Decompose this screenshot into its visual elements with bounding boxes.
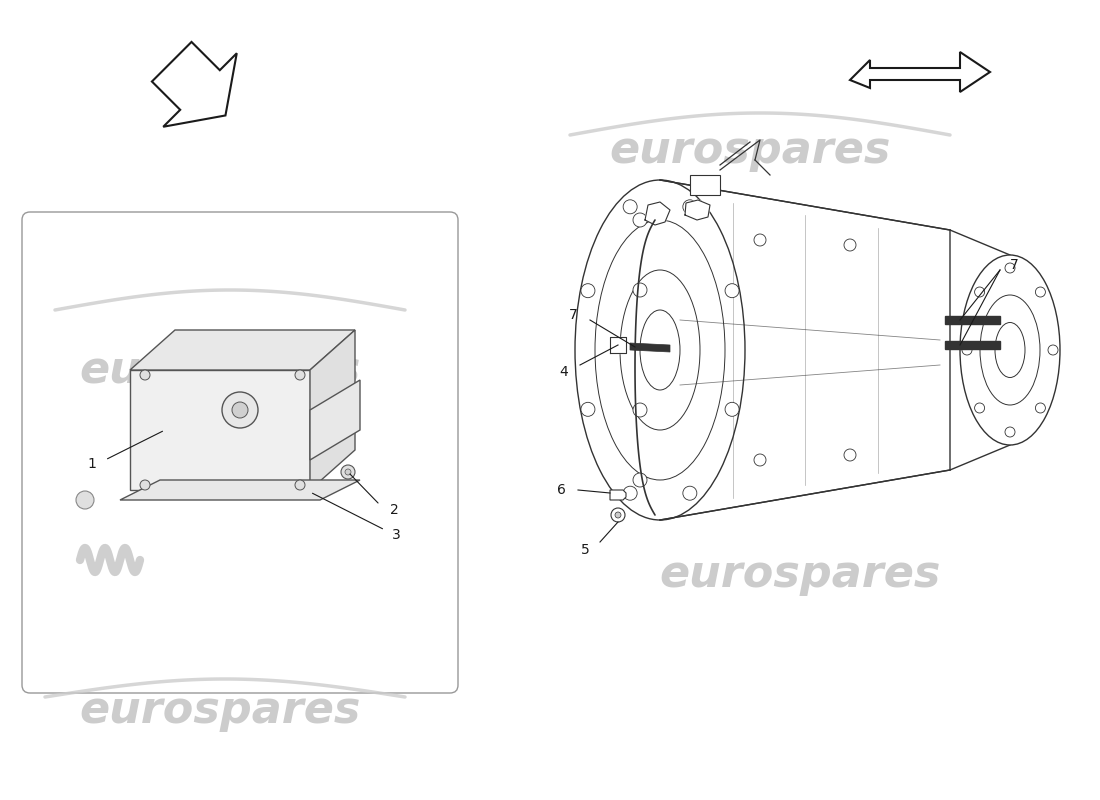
Circle shape (975, 287, 984, 297)
Circle shape (341, 465, 355, 479)
Circle shape (581, 284, 595, 298)
Circle shape (1048, 345, 1058, 355)
Polygon shape (610, 490, 626, 500)
Ellipse shape (575, 180, 745, 520)
Polygon shape (950, 230, 1010, 470)
Circle shape (76, 491, 94, 509)
Text: eurospares: eurospares (609, 129, 891, 171)
Circle shape (232, 402, 248, 418)
Text: eurospares: eurospares (79, 689, 361, 731)
Ellipse shape (620, 270, 700, 430)
Text: 3: 3 (392, 528, 400, 542)
Ellipse shape (996, 322, 1025, 378)
Circle shape (683, 486, 696, 500)
Circle shape (581, 402, 595, 416)
Circle shape (295, 480, 305, 490)
Ellipse shape (640, 310, 680, 390)
Circle shape (1005, 427, 1015, 437)
Circle shape (632, 403, 647, 417)
Polygon shape (310, 380, 360, 460)
Circle shape (725, 284, 739, 298)
Circle shape (844, 239, 856, 251)
Ellipse shape (980, 295, 1040, 405)
Text: 7: 7 (1010, 258, 1019, 272)
Circle shape (295, 370, 305, 380)
Polygon shape (130, 370, 310, 490)
Circle shape (222, 392, 258, 428)
Circle shape (1035, 287, 1045, 297)
Circle shape (140, 480, 150, 490)
Bar (945, 316, 1000, 324)
Circle shape (1005, 263, 1015, 273)
Text: eurospares: eurospares (659, 554, 940, 597)
Polygon shape (850, 52, 990, 92)
Circle shape (683, 200, 696, 214)
Circle shape (615, 512, 622, 518)
Circle shape (975, 403, 984, 413)
Polygon shape (690, 175, 721, 195)
Polygon shape (660, 180, 950, 520)
Circle shape (624, 486, 637, 500)
Circle shape (624, 200, 637, 214)
Text: 6: 6 (557, 483, 566, 497)
Circle shape (844, 449, 856, 461)
Polygon shape (610, 337, 626, 353)
Ellipse shape (960, 255, 1060, 445)
Circle shape (725, 402, 739, 416)
Text: 5: 5 (581, 543, 590, 557)
Text: 7: 7 (570, 308, 578, 322)
Circle shape (754, 454, 766, 466)
Polygon shape (630, 343, 670, 352)
Text: 4: 4 (559, 365, 568, 379)
Ellipse shape (595, 220, 725, 480)
Bar (945, 341, 1000, 349)
Circle shape (632, 213, 647, 227)
Circle shape (754, 234, 766, 246)
Circle shape (632, 283, 647, 297)
Circle shape (610, 508, 625, 522)
Text: 2: 2 (390, 503, 398, 517)
Circle shape (962, 345, 972, 355)
Text: eurospares: eurospares (79, 349, 361, 391)
Polygon shape (310, 330, 355, 490)
Polygon shape (130, 330, 355, 370)
Text: 1: 1 (87, 457, 96, 471)
Polygon shape (645, 202, 670, 225)
Circle shape (140, 370, 150, 380)
FancyBboxPatch shape (22, 212, 458, 693)
Circle shape (632, 473, 647, 487)
Polygon shape (120, 480, 360, 500)
Circle shape (1035, 403, 1045, 413)
Circle shape (345, 469, 351, 475)
Polygon shape (685, 200, 710, 220)
Polygon shape (152, 42, 236, 126)
